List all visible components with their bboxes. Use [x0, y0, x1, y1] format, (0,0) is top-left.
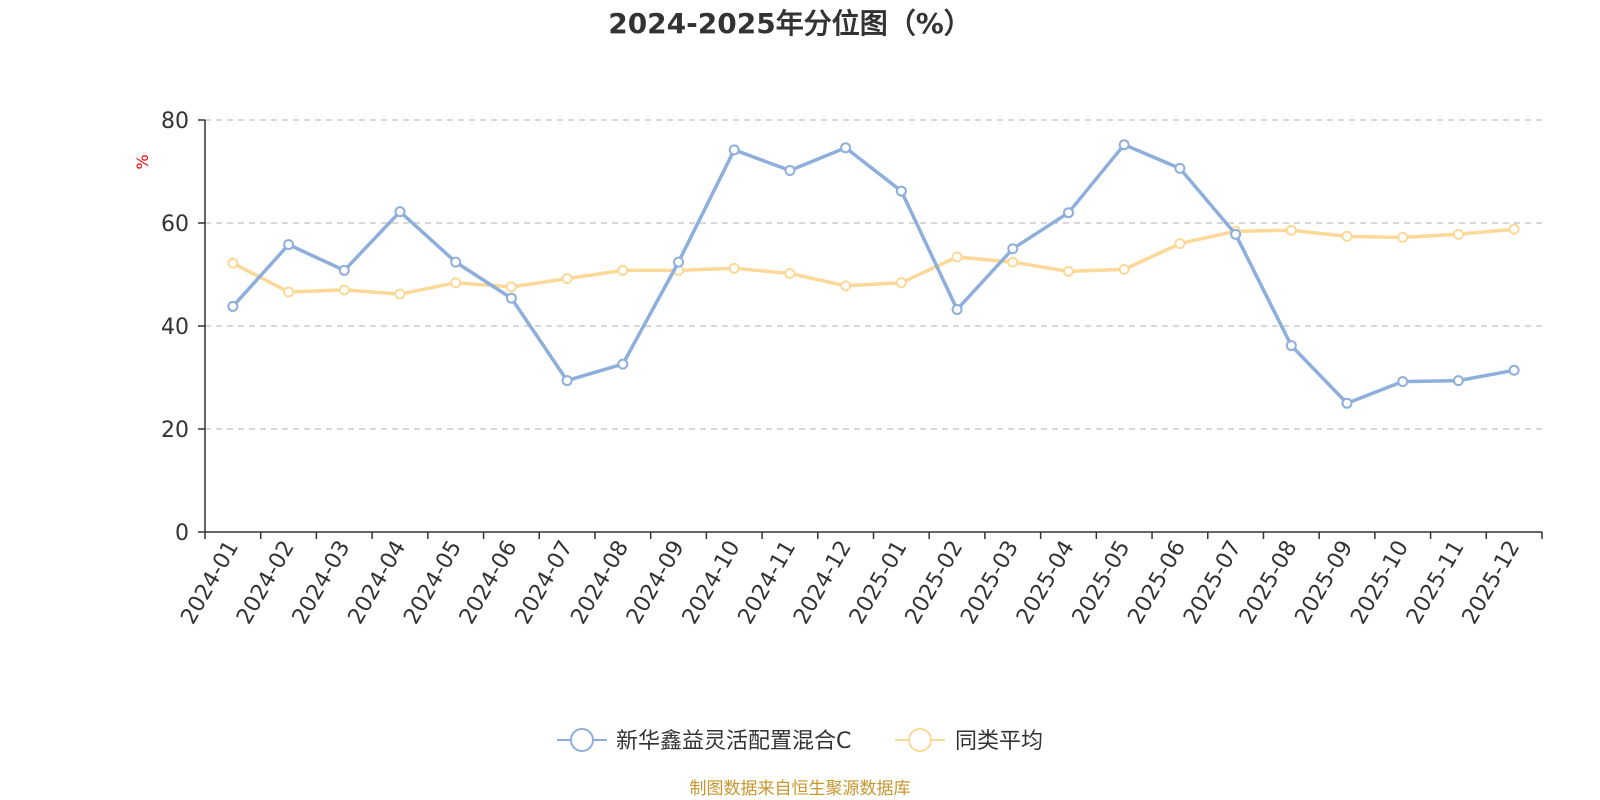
- data-point: [1062, 265, 1074, 277]
- y-tick-label: 40: [161, 315, 189, 340]
- data-point: [895, 185, 907, 197]
- data-point: [1341, 230, 1353, 242]
- y-tick-label: 20: [161, 418, 189, 443]
- series-lines: [227, 139, 1520, 409]
- legend: 新华鑫益灵活配置混合C 同类平均: [557, 728, 1043, 754]
- legend-label: 新华鑫益灵活配置混合C: [616, 729, 851, 754]
- data-point: [1397, 376, 1409, 388]
- data-point: [394, 206, 406, 218]
- data-point: [1285, 224, 1297, 236]
- data-point: [617, 264, 629, 276]
- data-point: [1508, 364, 1520, 376]
- data-point: [1230, 228, 1242, 240]
- axes: 0204060802024-012024-022024-032024-04202…: [161, 109, 1543, 629]
- data-point: [338, 284, 350, 296]
- data-point: [338, 264, 350, 276]
- data-point: [1508, 223, 1520, 235]
- data-point: [561, 273, 573, 285]
- y-tick-label: 0: [175, 521, 189, 546]
- data-point: [561, 375, 573, 387]
- data-point: [951, 251, 963, 263]
- data-point: [951, 304, 963, 316]
- data-point: [1341, 397, 1353, 409]
- data-point: [283, 286, 295, 298]
- data-point: [450, 277, 462, 289]
- series-2: [227, 223, 1520, 300]
- source-note: 制图数据来自恒生聚源数据库: [690, 779, 911, 799]
- y-axis-unit-label: %: [133, 154, 152, 169]
- data-point: [1397, 231, 1409, 243]
- data-point: [394, 288, 406, 300]
- data-point: [1174, 162, 1186, 174]
- data-point: [728, 144, 740, 156]
- data-point: [227, 300, 239, 312]
- series-line: [232, 227, 1515, 296]
- data-point: [283, 239, 295, 251]
- data-point: [1118, 139, 1130, 151]
- series-line: [231, 142, 1515, 406]
- data-point: [1118, 263, 1130, 275]
- legend-marker: [570, 728, 594, 752]
- legend-item-2: 同类平均: [895, 728, 1043, 754]
- data-point: [784, 164, 796, 176]
- data-point: [1174, 238, 1186, 250]
- y-tick-label: 80: [161, 109, 189, 134]
- legend-item-1: 新华鑫益灵活配置混合C: [557, 728, 851, 754]
- data-point: [617, 358, 629, 370]
- data-point: [450, 256, 462, 268]
- chart-title: 2024-2025年分位图（%）: [608, 7, 972, 40]
- legend-marker: [908, 728, 932, 752]
- series-1: [227, 139, 1520, 409]
- data-point: [1062, 207, 1074, 219]
- data-point: [505, 281, 517, 293]
- data-point: [1285, 340, 1297, 352]
- data-point: [1007, 256, 1019, 268]
- data-point: [840, 142, 852, 154]
- y-tick-label: 60: [161, 212, 189, 237]
- data-point: [840, 280, 852, 292]
- data-point: [1452, 228, 1464, 240]
- data-point: [1452, 375, 1464, 387]
- data-point: [784, 267, 796, 279]
- grid-lines: [205, 119, 1542, 430]
- data-point: [227, 257, 239, 269]
- data-point: [895, 277, 907, 289]
- data-point: [673, 256, 685, 268]
- legend-label: 同类平均: [955, 729, 1043, 754]
- data-point: [728, 262, 740, 274]
- data-point: [505, 292, 517, 304]
- data-point: [1007, 243, 1019, 255]
